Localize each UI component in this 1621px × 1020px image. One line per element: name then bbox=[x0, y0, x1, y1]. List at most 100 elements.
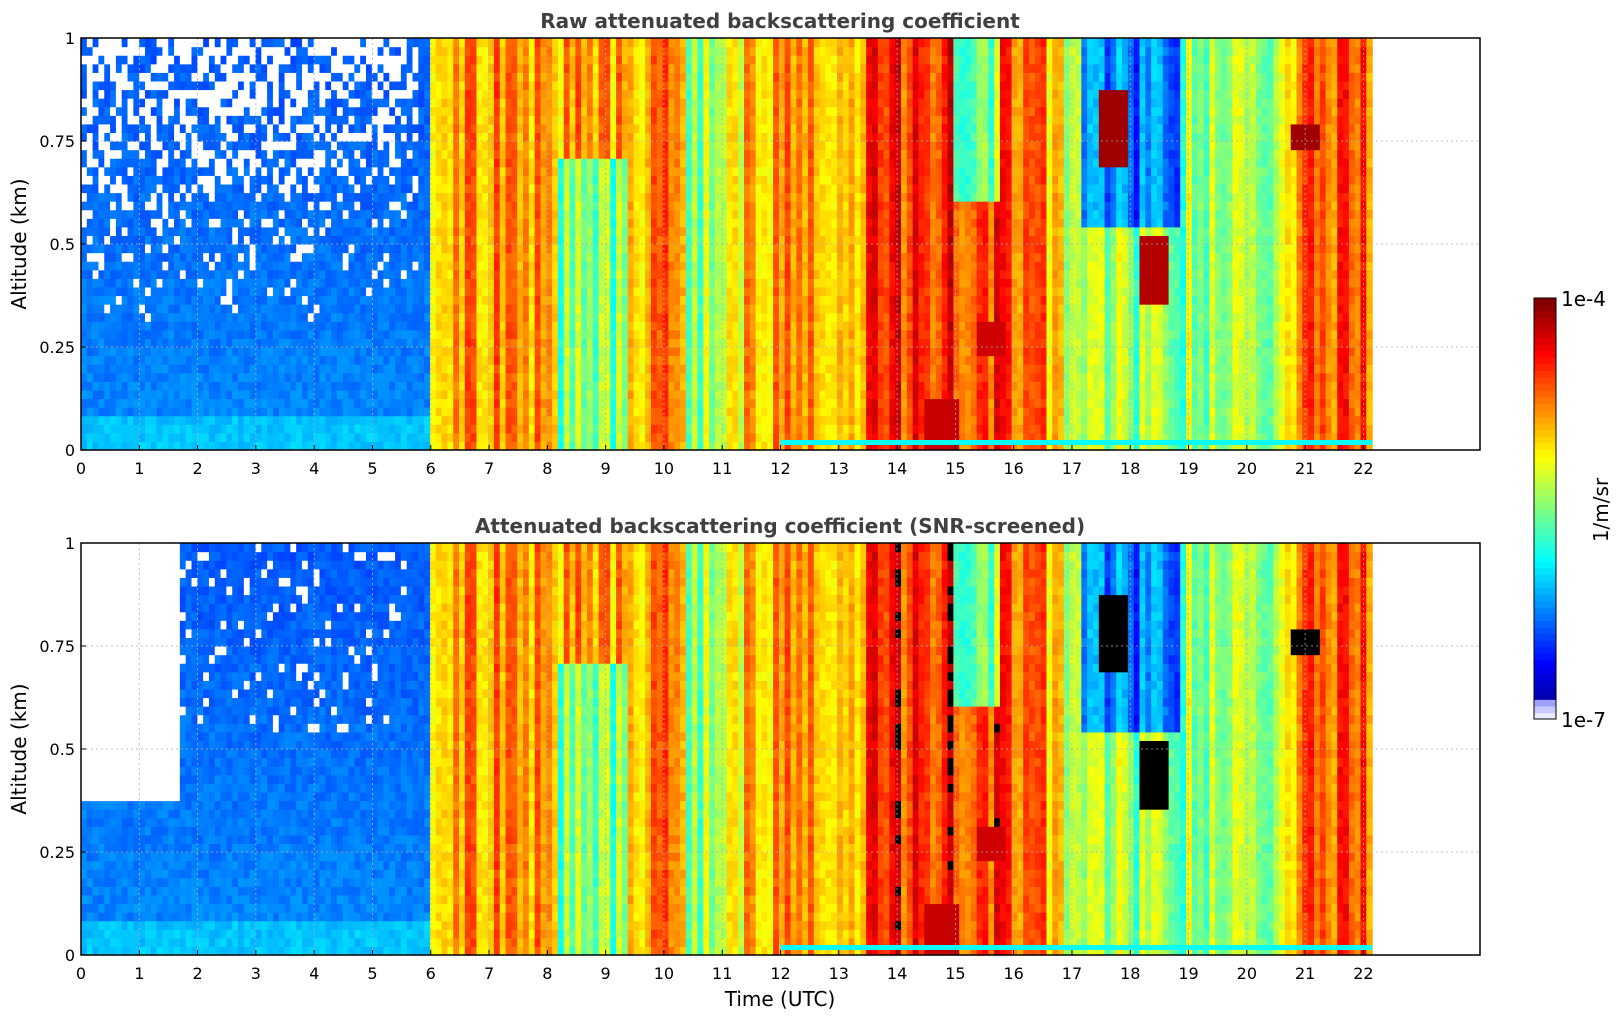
heatmap-cell bbox=[534, 424, 542, 434]
heatmap-cell bbox=[296, 158, 303, 168]
heatmap-cell bbox=[645, 295, 652, 305]
heatmap-cell bbox=[313, 338, 321, 348]
heatmap-cell bbox=[342, 252, 350, 262]
heatmap-cell bbox=[604, 372, 611, 382]
heatmap-cell bbox=[650, 304, 658, 314]
heatmap-cell bbox=[261, 312, 268, 322]
heatmap-cell bbox=[220, 218, 227, 228]
heatmap-cell bbox=[482, 63, 489, 73]
heatmap-cell bbox=[499, 278, 507, 288]
heatmap-cell bbox=[104, 364, 111, 374]
heatmap-cell bbox=[81, 201, 88, 211]
heatmap-cell bbox=[459, 192, 466, 202]
heatmap-cell bbox=[133, 407, 140, 417]
heatmap-cell bbox=[540, 329, 547, 340]
heatmap-cell bbox=[488, 98, 495, 108]
heatmap-cell bbox=[197, 209, 204, 219]
heatmap-cell bbox=[389, 244, 396, 254]
heatmap-cell bbox=[272, 261, 280, 271]
heatmap-cell bbox=[493, 389, 501, 400]
heatmap-cell bbox=[598, 72, 606, 82]
heatmap-cell bbox=[668, 235, 675, 245]
heatmap-cell bbox=[662, 201, 670, 211]
heatmap-cell bbox=[499, 304, 507, 314]
heatmap-cell bbox=[412, 166, 419, 176]
heatmap-cell bbox=[365, 132, 373, 142]
heatmap-cell bbox=[587, 175, 594, 185]
heatmap-cell bbox=[557, 424, 565, 434]
heatmap-cell bbox=[255, 244, 262, 254]
heatmap-cell bbox=[220, 278, 227, 288]
heatmap-cell bbox=[528, 235, 536, 245]
heatmap-cell bbox=[365, 244, 373, 254]
heatmap-cell bbox=[557, 55, 565, 65]
heatmap-cell bbox=[610, 218, 617, 228]
heatmap-cell bbox=[645, 158, 652, 168]
heatmap-cell bbox=[598, 372, 606, 382]
heatmap-cell bbox=[418, 372, 425, 382]
heatmap-cell bbox=[569, 295, 576, 305]
heatmap-cell bbox=[598, 389, 606, 400]
heatmap-cell bbox=[476, 175, 483, 185]
heatmap-cell bbox=[261, 98, 268, 108]
heatmap-cell bbox=[278, 355, 286, 365]
heatmap-cell bbox=[406, 441, 414, 451]
heatmap-cell bbox=[238, 312, 245, 322]
heatmap-cell bbox=[179, 226, 187, 237]
heatmap-cell bbox=[616, 312, 623, 322]
heatmap-cell bbox=[412, 321, 419, 331]
heatmap-cell bbox=[214, 63, 222, 73]
heatmap-cell bbox=[185, 46, 193, 56]
heatmap-cell bbox=[627, 441, 635, 451]
heatmap-cell bbox=[650, 398, 658, 408]
heatmap-cell bbox=[395, 278, 402, 288]
heatmap-cell bbox=[168, 72, 175, 82]
heatmap-cell bbox=[302, 63, 309, 73]
heatmap-cell bbox=[232, 398, 239, 408]
heatmap-cell bbox=[336, 278, 344, 288]
heatmap-cell bbox=[424, 38, 431, 48]
heatmap-cell bbox=[110, 278, 117, 288]
heatmap-cell bbox=[523, 424, 530, 434]
heatmap-cell bbox=[127, 80, 134, 91]
heatmap-cell bbox=[121, 192, 129, 202]
heatmap-cell bbox=[441, 338, 449, 348]
heatmap-cell bbox=[581, 201, 588, 211]
heatmap-cell bbox=[610, 286, 617, 297]
heatmap-cell bbox=[278, 432, 286, 443]
heatmap-cell bbox=[354, 355, 361, 365]
heatmap-cell bbox=[441, 261, 449, 271]
heatmap-cell bbox=[429, 269, 437, 279]
heatmap-cell bbox=[499, 89, 507, 99]
heatmap-cell bbox=[650, 372, 658, 382]
heatmap-cell bbox=[464, 441, 472, 451]
heatmap-cell bbox=[587, 149, 594, 159]
heatmap-cell bbox=[331, 269, 338, 279]
heatmap-cell bbox=[365, 424, 373, 434]
heatmap-cell bbox=[98, 235, 105, 245]
heatmap-cell bbox=[418, 441, 425, 451]
heatmap-cell bbox=[284, 183, 291, 194]
heatmap-cell bbox=[238, 115, 245, 125]
heatmap-cell bbox=[604, 115, 611, 125]
heatmap-cell bbox=[342, 407, 350, 417]
heatmap-cell bbox=[621, 141, 629, 151]
heatmap-cell bbox=[552, 209, 559, 219]
heatmap-cell bbox=[493, 295, 501, 305]
heatmap-cell bbox=[121, 389, 129, 400]
heatmap-cell bbox=[662, 372, 670, 382]
heatmap-cell bbox=[464, 80, 472, 91]
heatmap-cell bbox=[680, 46, 687, 56]
heatmap-cell bbox=[307, 235, 315, 245]
heatmap-cell bbox=[389, 226, 396, 237]
heatmap-cell bbox=[406, 166, 414, 176]
heatmap-cell bbox=[342, 46, 350, 56]
heatmap-cell bbox=[598, 295, 606, 305]
heatmap-cell bbox=[447, 201, 454, 211]
heatmap-cell bbox=[482, 329, 489, 340]
heatmap-cell bbox=[464, 269, 472, 279]
heatmap-cell bbox=[488, 218, 495, 228]
heatmap-cell bbox=[511, 329, 518, 340]
heatmap-cell bbox=[168, 441, 175, 451]
heatmap-cell bbox=[621, 398, 629, 408]
